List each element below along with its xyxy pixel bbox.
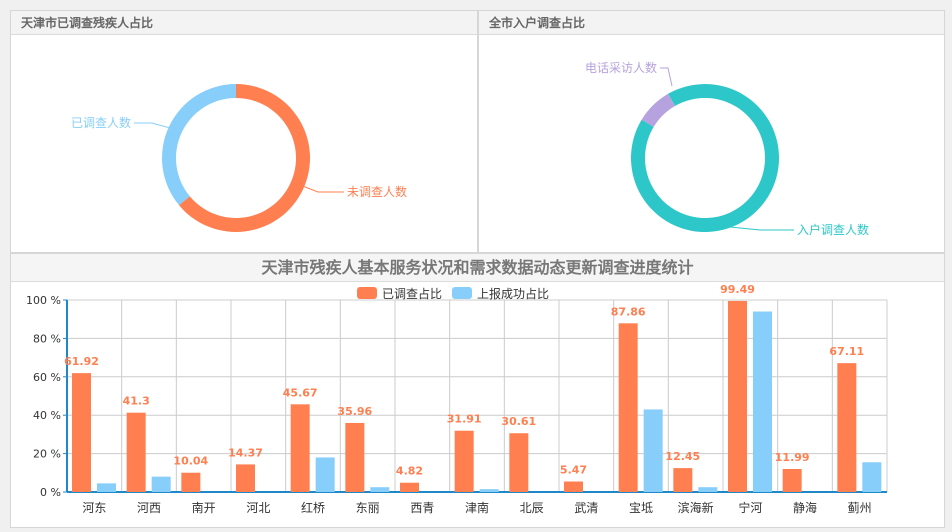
bar-surveyed-9[interactable] (564, 481, 583, 492)
bar-surveyed-2[interactable] (181, 472, 201, 492)
x-tick-label-13: 静海 (793, 500, 817, 515)
bar-value-label-9: 5.47 (560, 463, 587, 476)
bar-reported-10[interactable] (643, 409, 663, 492)
bar-value-label-3: 14.37 (228, 446, 263, 459)
y-tick-label: 20 % (33, 448, 61, 461)
x-tick-label-10: 宝坻 (629, 500, 653, 515)
donut-label-line-0 (719, 225, 794, 231)
bar-chart: 0 % 20 % 40 % 60 % 80 % 100 % 61.92 河东 41.3 河西 10.… (26, 283, 888, 515)
donut-label-1: 已调查人数 (71, 115, 131, 130)
donut-label-line-1 (134, 122, 171, 129)
chart-legend: 已调查占比 上报成功占比 (357, 286, 549, 301)
bottom-panel-title: 天津市残疾人基本服务状况和需求数据动态更新调查进度统计 (11, 254, 944, 282)
bar-surveyed-7[interactable] (454, 430, 474, 492)
bar-value-label-5: 35.96 (337, 405, 372, 418)
bar-surveyed-8[interactable] (509, 433, 529, 492)
right-panel-title: 全市入户调查占比 (479, 11, 944, 35)
y-tick-label: 40 % (33, 409, 61, 422)
donut-chart-0: 未调查人数 已调查人数 (71, 84, 407, 233)
x-tick-label-12: 宁河 (738, 500, 762, 515)
bar-reported-14[interactable] (862, 462, 882, 492)
x-tick-label-2: 南开 (192, 500, 216, 515)
bar-value-label-6: 4.82 (396, 465, 423, 478)
bar-value-label-11: 12.45 (665, 450, 700, 463)
bar-reported-12[interactable] (753, 311, 772, 492)
x-tick-label-4: 红桥 (301, 500, 325, 515)
x-tick-label-5: 东丽 (356, 501, 380, 515)
bar-surveyed-12[interactable] (728, 300, 747, 492)
y-tick-label: 0 % (40, 486, 61, 499)
bar-reported-5[interactable] (370, 487, 390, 492)
bar-value-label-14: 67.11 (829, 345, 864, 358)
x-tick-label-1: 河西 (137, 501, 161, 515)
left-panel-title: 天津市已调查残疾人占比 (11, 11, 477, 35)
y-tick-label: 80 % (33, 332, 61, 345)
legend-swatch-0[interactable] (357, 287, 377, 299)
donut-chart-1: 入户调查人数 电话采访人数 (585, 60, 869, 237)
legend-label-0[interactable]: 已调查占比 (382, 286, 442, 301)
bar-value-label-2: 10.04 (173, 455, 208, 468)
bar-surveyed-5[interactable] (345, 422, 365, 492)
x-tick-label-14: 蓟州 (848, 501, 872, 515)
bar-value-label-13: 11.99 (775, 451, 810, 464)
left-panel: 天津市已调查残疾人占比 (10, 10, 478, 253)
x-tick-label-9: 武清 (574, 501, 598, 515)
right-panel: 全市入户调查占比 (478, 10, 945, 253)
bar-value-label-4: 45.67 (283, 386, 318, 399)
bar-value-label-10: 87.86 (611, 305, 646, 318)
donut-slice-0[interactable] (178, 84, 311, 233)
x-tick-label-8: 北辰 (520, 501, 544, 515)
donut-label-1: 电话采访人数 (585, 60, 657, 75)
bar-reported-0[interactable] (97, 483, 116, 492)
bar-reported-7[interactable] (479, 489, 499, 492)
x-tick-label-7: 津南 (465, 500, 489, 515)
bar-value-label-7: 31.91 (447, 413, 482, 426)
bar-surveyed-10[interactable] (618, 323, 638, 492)
bar-value-label-1: 41.3 (123, 395, 150, 408)
x-tick-label-11: 滨海新 (678, 500, 714, 515)
bar-reported-1[interactable] (151, 476, 171, 492)
bar-value-label-8: 30.61 (501, 415, 536, 428)
donut-label-line-1 (660, 67, 673, 87)
bar-reported-4[interactable] (315, 457, 335, 492)
x-tick-label-6: 西青 (410, 501, 434, 515)
bar-surveyed-0[interactable] (72, 373, 91, 492)
bar-surveyed-14[interactable] (837, 363, 857, 492)
donut-slice-1[interactable] (162, 84, 236, 206)
donut-label-0: 入户调查人数 (797, 222, 869, 237)
bar-surveyed-1[interactable] (126, 412, 146, 492)
bar-surveyed-6[interactable] (400, 482, 419, 492)
donut-label-line-0 (299, 184, 344, 193)
bar-reported-11[interactable] (698, 487, 718, 492)
legend-swatch-1[interactable] (452, 287, 472, 299)
bar-surveyed-3[interactable] (236, 464, 255, 492)
bar-surveyed-11[interactable] (673, 468, 693, 492)
legend-label-1[interactable]: 上报成功占比 (477, 286, 549, 301)
bar-value-label-0: 61.92 (64, 355, 99, 368)
bar-surveyed-4[interactable] (290, 404, 310, 492)
bar-surveyed-13[interactable] (782, 468, 802, 492)
x-tick-label-0: 河东 (82, 501, 106, 515)
donut-label-0: 未调查人数 (347, 184, 407, 199)
y-tick-label: 100 % (26, 294, 61, 307)
y-tick-label: 60 % (33, 371, 61, 384)
bar-value-label-12: 99.49 (720, 283, 755, 296)
x-tick-label-3: 河北 (246, 501, 270, 515)
donut-slice-1[interactable] (641, 93, 675, 127)
